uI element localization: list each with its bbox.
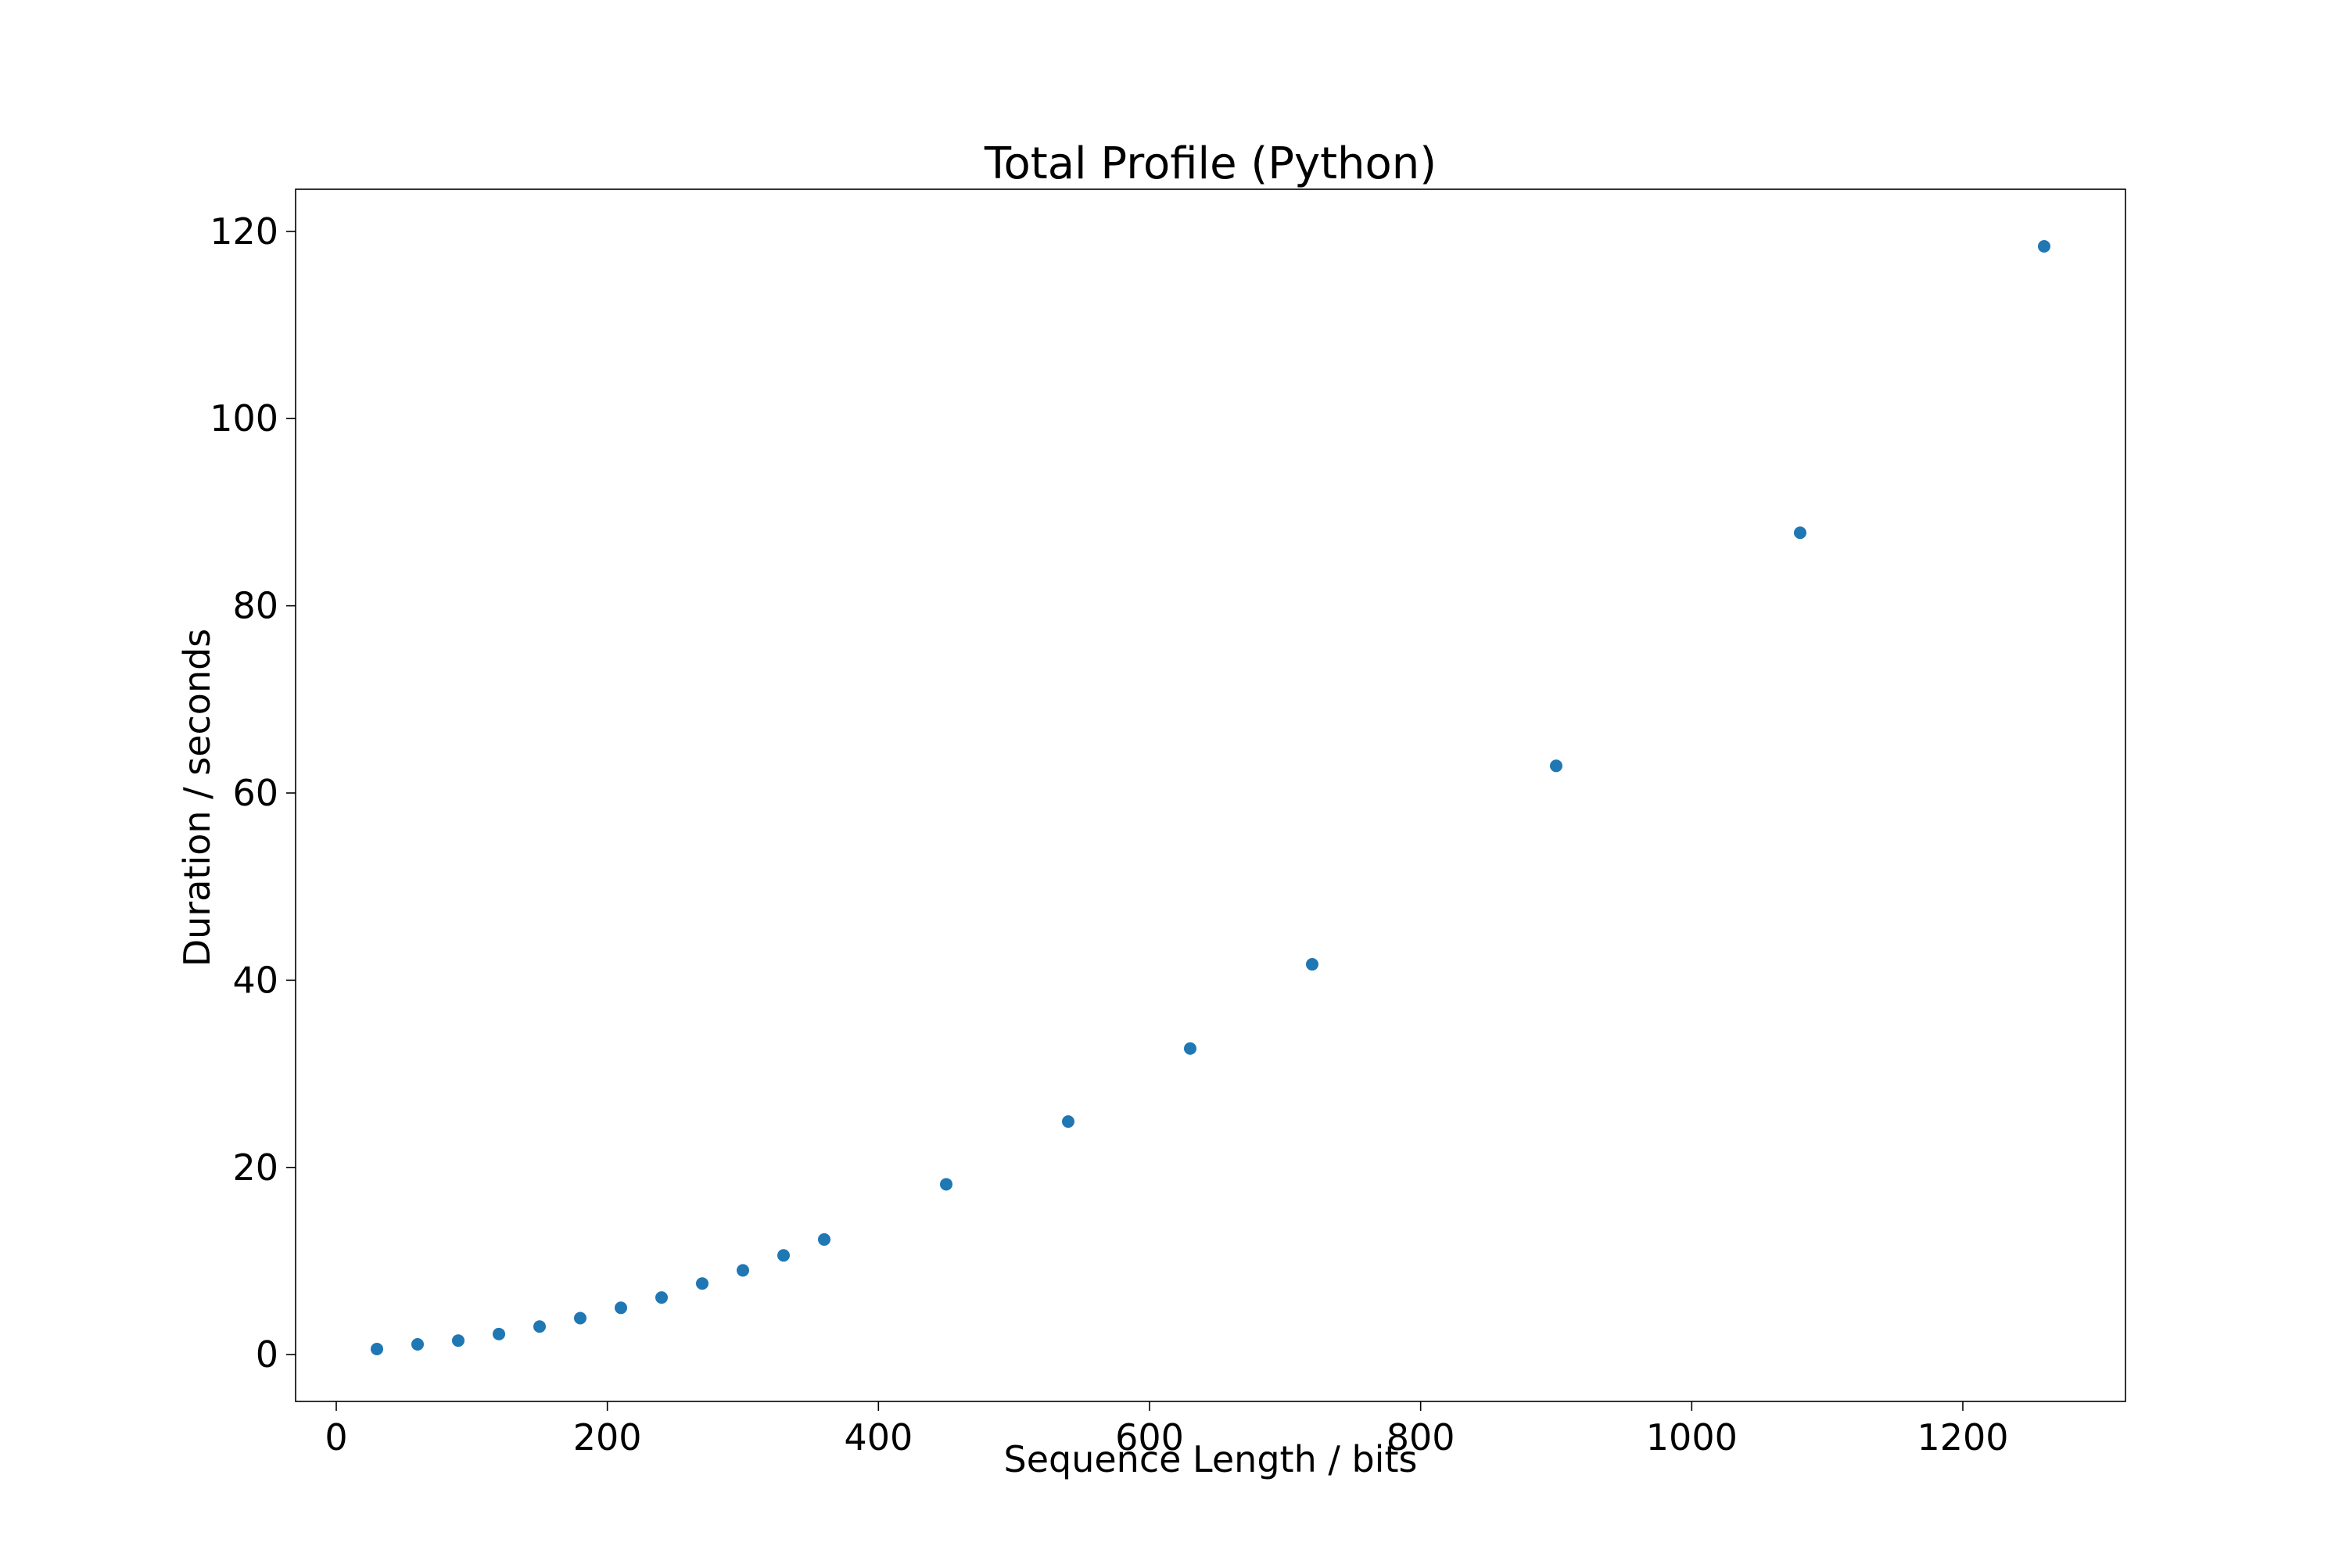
x-tick-label: 600: [1115, 1416, 1184, 1459]
data-point: [493, 1327, 505, 1340]
x-tick-label: 1200: [1917, 1416, 2008, 1459]
y-axis-label: Duration / seconds: [176, 629, 218, 967]
data-point: [2038, 240, 2050, 253]
data-point: [371, 1342, 383, 1355]
y-tick-label: 60: [232, 772, 278, 814]
x-tick-label: 200: [573, 1416, 642, 1459]
data-point: [452, 1334, 465, 1347]
x-tick-label: 1000: [1646, 1416, 1738, 1459]
data-point: [818, 1233, 830, 1246]
data-points: [371, 240, 2050, 1355]
data-point: [533, 1320, 546, 1333]
data-point: [1794, 526, 1806, 540]
plot-area-frame: [295, 188, 2126, 1402]
y-tick-label: 40: [232, 959, 278, 1001]
x-tick-label: 400: [844, 1416, 913, 1459]
data-point: [411, 1337, 424, 1351]
y-tick-label: 100: [210, 397, 278, 440]
data-point: [737, 1264, 749, 1277]
data-point: [655, 1291, 668, 1304]
y-tick-label: 120: [210, 210, 278, 253]
data-point: [1306, 958, 1318, 971]
data-point: [696, 1277, 708, 1290]
data-point: [1184, 1042, 1196, 1055]
data-point: [615, 1301, 627, 1315]
y-tick-label: 20: [232, 1146, 278, 1189]
data-point: [1062, 1115, 1074, 1128]
data-point: [777, 1249, 790, 1262]
x-tick-label: 0: [325, 1416, 347, 1459]
data-point: [1550, 759, 1562, 773]
y-tick-label: 80: [232, 585, 278, 627]
axis-ticks: 0 200 400 600 800 1000 1200 0 20 40 60 80 100 120: [210, 210, 2008, 1459]
data-point: [940, 1178, 952, 1191]
y-tick-label: 0: [256, 1333, 278, 1376]
x-tick-label: 800: [1386, 1416, 1455, 1459]
data-point: [574, 1311, 586, 1325]
chart-title: Total Profile (Python): [984, 138, 1437, 189]
x-axis-label: Sequence Length / bits: [1004, 1438, 1418, 1480]
